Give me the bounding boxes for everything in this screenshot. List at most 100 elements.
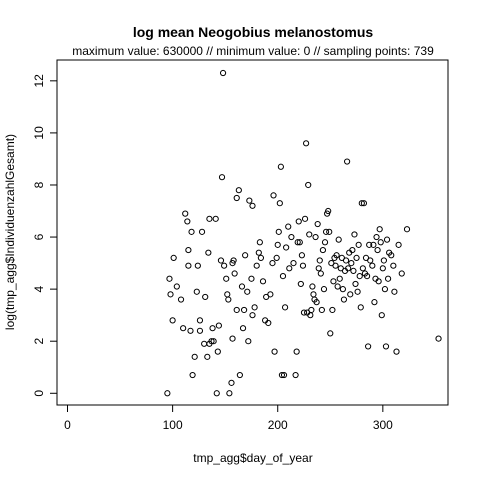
- data-point: [351, 231, 358, 238]
- data-point: [267, 291, 274, 298]
- data-point: [217, 257, 225, 264]
- data-point: [185, 262, 192, 269]
- data-point: [348, 259, 355, 267]
- data-point: [228, 379, 235, 386]
- x-tick-label: 100: [163, 418, 183, 432]
- data-point: [319, 246, 327, 254]
- data-point: [366, 241, 373, 248]
- data-point: [381, 286, 389, 293]
- data-point: [249, 202, 256, 209]
- data-point: [297, 280, 304, 288]
- data-point: [379, 265, 386, 272]
- data-point: [244, 288, 251, 295]
- data-point: [332, 262, 339, 269]
- data-point: [166, 275, 173, 282]
- data-point: [208, 338, 215, 345]
- data-point: [335, 236, 342, 243]
- data-point: [288, 233, 295, 241]
- data-point: [204, 353, 211, 360]
- data-point: [315, 265, 322, 272]
- data-point: [327, 330, 334, 337]
- data-point: [373, 233, 380, 241]
- data-point: [280, 371, 288, 379]
- data-point: [257, 254, 265, 261]
- data-point: [358, 200, 365, 207]
- data-point: [213, 390, 220, 397]
- data-point: [215, 322, 222, 329]
- data-point: [255, 249, 262, 256]
- data-point: [275, 228, 282, 235]
- data-point: [226, 390, 233, 397]
- data-point: [295, 218, 302, 225]
- data-point: [317, 270, 324, 277]
- data-point: [301, 215, 309, 222]
- data-point: [269, 259, 276, 267]
- data-point: [322, 228, 330, 235]
- data-point: [201, 340, 208, 347]
- data-point: [359, 265, 366, 272]
- x-axis: 0 100 200 300: [64, 404, 393, 432]
- data-point: [398, 270, 405, 277]
- data-point: [277, 163, 284, 170]
- data-point: [196, 317, 204, 324]
- x-tick-label: 0: [64, 418, 71, 432]
- data-point: [320, 286, 328, 293]
- data-point: [286, 265, 293, 272]
- y-tick-label: 8: [32, 181, 46, 188]
- data-point: [336, 275, 343, 282]
- y-tick-label: 4: [32, 285, 46, 292]
- data-point: [224, 291, 231, 298]
- y-tick-label: 0: [32, 390, 46, 397]
- data-point: [340, 296, 348, 303]
- data-point: [305, 181, 312, 189]
- data-point: [240, 306, 248, 314]
- data-point: [370, 241, 377, 248]
- data-point: [210, 338, 217, 345]
- data-point: [196, 327, 204, 334]
- data-point: [230, 257, 237, 264]
- data-point: [357, 304, 364, 311]
- data-point: [350, 267, 357, 275]
- y-tick-label: 6: [32, 233, 46, 240]
- data-point: [395, 241, 402, 248]
- data-point: [363, 273, 371, 280]
- data-point: [325, 207, 332, 215]
- data-point: [388, 252, 395, 259]
- data-point: [435, 335, 442, 342]
- data-point: [390, 262, 397, 269]
- data-point: [235, 187, 242, 194]
- data-point: [191, 353, 198, 360]
- data-point: [270, 192, 277, 199]
- data-point: [377, 239, 384, 246]
- data-point: [310, 291, 317, 298]
- data-point: [296, 239, 303, 246]
- data-point: [354, 288, 361, 295]
- chart-subtitle: maximum value: 630000 // minimum value: …: [72, 44, 434, 58]
- data-point: [292, 371, 299, 379]
- data-point: [164, 390, 171, 397]
- x-tick-label: 300: [373, 418, 393, 432]
- data-point: [356, 273, 363, 280]
- data-point: [294, 239, 301, 246]
- data-point: [278, 371, 286, 379]
- data-point: [236, 371, 243, 379]
- data-point: [353, 254, 360, 261]
- data-point: [349, 246, 356, 254]
- data-point: [246, 197, 253, 204]
- data-point: [384, 275, 392, 282]
- data-point: [185, 246, 192, 254]
- data-point: [202, 293, 209, 301]
- data-point: [274, 241, 281, 248]
- data-point: [225, 296, 232, 303]
- data-point: [187, 327, 194, 334]
- data-point: [316, 257, 323, 264]
- data-point: [343, 158, 351, 165]
- data-point: [293, 348, 300, 355]
- data-point: [253, 262, 260, 269]
- data-point: [303, 140, 310, 147]
- data-point: [249, 312, 256, 319]
- data-point: [333, 252, 340, 259]
- data-point: [330, 278, 337, 285]
- data-point: [221, 262, 228, 269]
- data-point: [375, 278, 382, 285]
